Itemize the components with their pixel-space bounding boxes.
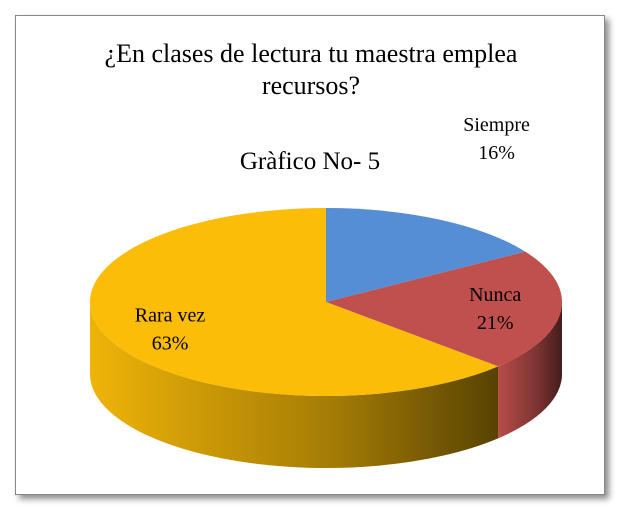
slice	[326, 208, 526, 302]
chart-subtitle: Gràfico No- 5	[239, 148, 381, 175]
slice-category-label: Siempre	[463, 114, 530, 136]
slice-category-label: Rara vez	[135, 304, 206, 326]
slice-side-shade	[90, 302, 499, 468]
slice	[90, 208, 499, 396]
slice-side-shade	[498, 302, 562, 439]
slice-value-label: 63%	[152, 332, 189, 354]
slice-value-label: 16%	[478, 142, 515, 164]
slice	[326, 251, 562, 367]
chart-title: ¿En clases de lectura tu maestra emplea …	[104, 39, 518, 100]
slice-value-label: 21%	[477, 312, 514, 334]
slice-category-label: Nunca	[469, 284, 521, 306]
